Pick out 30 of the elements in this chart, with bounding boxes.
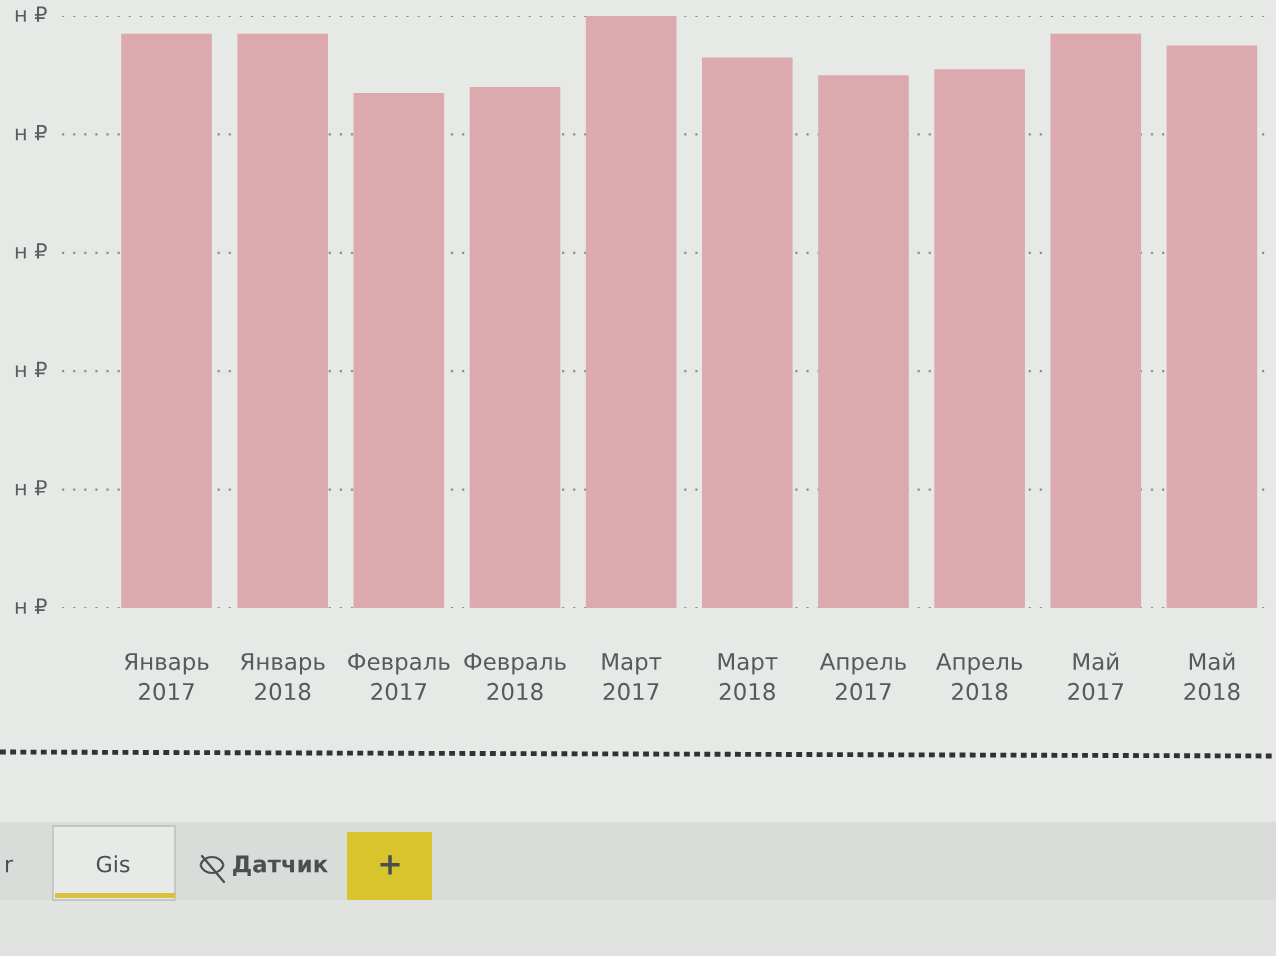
text: н ₽ <box>15 243 47 259</box>
text: Gis <box>96 855 130 873</box>
x-tick-label: Май 2017 <box>1068 652 1123 701</box>
text: н ₽ <box>15 361 47 377</box>
bar <box>1050 33 1142 608</box>
bar <box>469 87 561 608</box>
bar <box>353 92 445 608</box>
text: н ₽ <box>15 598 47 614</box>
bar <box>702 57 793 608</box>
x-tick-label: Январь 2018 <box>240 653 325 701</box>
x-tick-label: Январь 2017 <box>124 653 209 701</box>
text: н ₽ <box>15 6 47 22</box>
bar <box>237 33 328 608</box>
x-tick-label: Май 2018 <box>1184 652 1240 701</box>
text: н ₽ <box>15 124 47 141</box>
bar <box>818 75 909 608</box>
text: Датчик <box>233 855 328 876</box>
text: r <box>6 859 14 873</box>
x-tick-label: Апрель 2017 <box>819 653 906 701</box>
x-tick-label: Март 2017 <box>602 653 662 701</box>
x-tick-label: Февраль 2017 <box>348 653 450 701</box>
text: н ₽ <box>15 480 47 496</box>
text: + <box>380 855 400 875</box>
bar <box>121 33 212 608</box>
x-tick-label: Апрель 2018 <box>936 653 1022 701</box>
bar <box>1166 45 1258 608</box>
bar <box>934 69 1025 608</box>
bar <box>585 16 677 608</box>
x-tick-label: Февраль 2018 <box>464 653 566 701</box>
x-tick-label: Март 2018 <box>718 653 778 701</box>
